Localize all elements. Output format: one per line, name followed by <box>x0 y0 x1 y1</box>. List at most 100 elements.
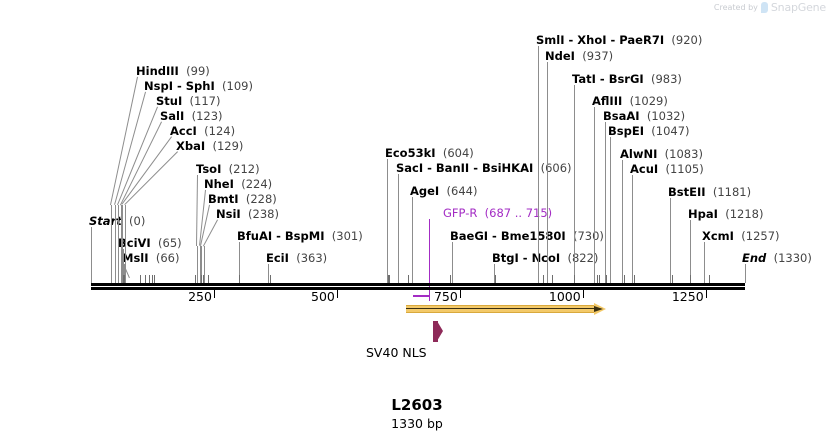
enzyme-label-ndei[interactable]: NdeI (937) <box>545 50 613 62</box>
enzyme-name: HindIII <box>136 64 179 78</box>
enzyme-label-xcmi[interactable]: XcmI (1257) <box>702 230 780 242</box>
leader-nspi <box>115 205 116 283</box>
enzyme-name: TatI <box>572 72 596 86</box>
enzyme-position: (1330) <box>766 251 812 265</box>
enzyme-label-ecii[interactable]: EciI (363) <box>266 252 327 264</box>
enzyme-label-tsoi[interactable]: TsoI (212) <box>196 163 260 175</box>
cut-site-tick-bsteii[interactable] <box>671 275 673 283</box>
enzyme-label-nsii[interactable]: NsiI (238) <box>216 208 279 220</box>
cut-site-tick-nsii[interactable] <box>208 275 209 283</box>
cut-site-tick-saci[interactable] <box>389 275 390 283</box>
cut-site-tick-tati[interactable] <box>574 275 576 283</box>
enzyme-position: (920) <box>664 33 703 47</box>
cut-site-tick-msli[interactable] <box>123 275 125 283</box>
enzyme-label-acui[interactable]: AcuI (1105) <box>630 163 704 175</box>
enzyme-label-eco53ki[interactable]: Eco53kI (604) <box>385 147 474 159</box>
enzyme-label-start[interactable]: Start (0) <box>89 215 145 227</box>
cut-site-tick-smli[interactable] <box>543 275 545 283</box>
enzyme-label-end[interactable]: End (1330) <box>742 252 812 264</box>
sequence-title-block: L2603 1330 bp <box>0 396 834 431</box>
enzyme-position: (238) <box>240 207 279 221</box>
enzyme-name: AccI <box>170 124 197 138</box>
enzyme-label-xbai[interactable]: XbaI (129) <box>176 140 243 152</box>
enzyme-label-nspi[interactable]: NspI - SphI (109) <box>144 80 253 92</box>
enzyme-label-saci[interactable]: SacI - BanII - BsiHKAI (606) <box>396 162 572 174</box>
leader-bmti <box>201 246 202 283</box>
enzyme-name: BsiHKAI <box>481 161 534 175</box>
cut-site-tick-xcmi[interactable] <box>709 275 711 283</box>
leader-bsaai <box>605 122 606 283</box>
sv40-nls-label: SV40 NLS <box>366 345 427 360</box>
cut-site-tick-stui[interactable] <box>148 275 150 283</box>
enzyme-label-bfuai[interactable]: BfuAI - BspMI (301) <box>237 230 363 242</box>
enzyme-name: NcoI <box>531 251 561 265</box>
label-separator: - <box>469 161 482 175</box>
cut-site-tick-bsaai[interactable] <box>598 275 600 283</box>
leader-stui <box>118 205 119 283</box>
cut-site-tick-acui[interactable] <box>634 275 636 283</box>
leader-bfuai <box>239 242 240 283</box>
cut-site-tick-afliii[interactable] <box>597 275 598 283</box>
cut-site-tick-tsoi[interactable] <box>195 275 197 283</box>
enzyme-label-bsaai[interactable]: BsaAI (1032) <box>603 110 685 122</box>
leader-acui <box>632 175 633 283</box>
orf-arrow[interactable] <box>405 303 606 315</box>
watermark-brand: SnapGene <box>770 1 826 14</box>
cut-site-tick-hpai[interactable] <box>689 275 691 283</box>
cut-site-tick-ecii[interactable] <box>269 275 271 283</box>
enzyme-label-hindiii[interactable]: HindIII (99) <box>136 65 210 77</box>
cut-site-tick-bspei[interactable] <box>605 275 607 283</box>
enzyme-name: TsoI <box>196 162 222 176</box>
enzyme-label-btgi[interactable]: BtgI - NcoI (822) <box>492 252 598 264</box>
cut-site-tick-hindiii[interactable] <box>139 275 141 283</box>
enzyme-label-smli[interactable]: SmlI - XhoI - PaeR7I (920) <box>536 34 702 46</box>
enzyme-label-afliii[interactable]: AflIII (1029) <box>592 95 668 107</box>
enzyme-label-bcivi[interactable]: BciVI (65) <box>118 237 182 249</box>
label-separator: - <box>488 229 501 243</box>
cut-site-tick-nhei[interactable] <box>201 275 203 283</box>
cut-site-tick-xbai[interactable] <box>154 275 156 283</box>
leader-nsii <box>204 246 205 283</box>
enzyme-position: (109) <box>214 79 253 93</box>
enzyme-label-hpai[interactable]: HpaI (1218) <box>688 208 763 220</box>
cut-site-tick-ndei[interactable] <box>551 275 553 283</box>
cut-site-tick-agei[interactable] <box>407 275 409 283</box>
enzyme-label-agei[interactable]: AgeI (644) <box>410 185 477 197</box>
cut-site-tick-bmti[interactable] <box>203 275 205 283</box>
cut-site-tick-nspi[interactable] <box>144 275 146 283</box>
enzyme-label-tati[interactable]: TatI - BsrGI (983) <box>572 73 682 85</box>
orf-arrow-head-core <box>593 305 603 312</box>
enzyme-label-alwni[interactable]: AlwNI (1083) <box>620 148 703 160</box>
enzyme-label-sali[interactable]: SalI (123) <box>160 110 223 122</box>
enzyme-label-bspei[interactable]: BspEI (1047) <box>608 125 690 137</box>
cut-site-tick-alwni[interactable] <box>623 275 625 283</box>
enzyme-label-acci[interactable]: AccI (124) <box>170 125 235 137</box>
enzyme-name: XhoI <box>577 33 607 47</box>
enzyme-position: (687 .. 715) <box>477 206 553 220</box>
enzyme-label-bsteii[interactable]: BstEII (1181) <box>668 186 751 198</box>
enzyme-label-bmti[interactable]: BmtI (228) <box>208 193 277 205</box>
cut-site-tick-baegi[interactable] <box>450 275 451 283</box>
enzyme-position: (301) <box>324 229 363 243</box>
leader-end <box>745 264 746 283</box>
enzyme-label-stui[interactable]: StuI (117) <box>156 95 220 107</box>
enzyme-label-msli[interactable]: MslI (66) <box>122 252 179 264</box>
leader-alwni <box>622 160 623 283</box>
enzyme-label-gfpr[interactable]: GFP-R (687 .. 715) <box>443 207 552 219</box>
snapgene-logo-icon <box>760 2 768 13</box>
sv40-nls-feature[interactable] <box>433 321 444 342</box>
leader-acci <box>122 205 123 283</box>
enzyme-position: (66) <box>148 251 180 265</box>
enzyme-name: StuI <box>156 94 183 108</box>
enzyme-label-baegi[interactable]: BaeGI - Bme1580I (730) <box>450 230 604 242</box>
cut-site-tick-bfuai[interactable] <box>239 275 240 283</box>
enzyme-position: (123) <box>184 109 223 123</box>
leader-xcmi <box>704 242 705 283</box>
cut-site-tick-acci[interactable] <box>152 275 153 283</box>
enzyme-label-nhei[interactable]: NheI (224) <box>204 178 272 190</box>
cut-site-tick-btgi[interactable] <box>495 275 497 283</box>
cut-site-tick-eco53ki[interactable] <box>388 275 389 283</box>
enzyme-position: (937) <box>574 49 614 63</box>
enzyme-position: (606) <box>533 161 572 175</box>
leader-btgi <box>494 264 495 283</box>
